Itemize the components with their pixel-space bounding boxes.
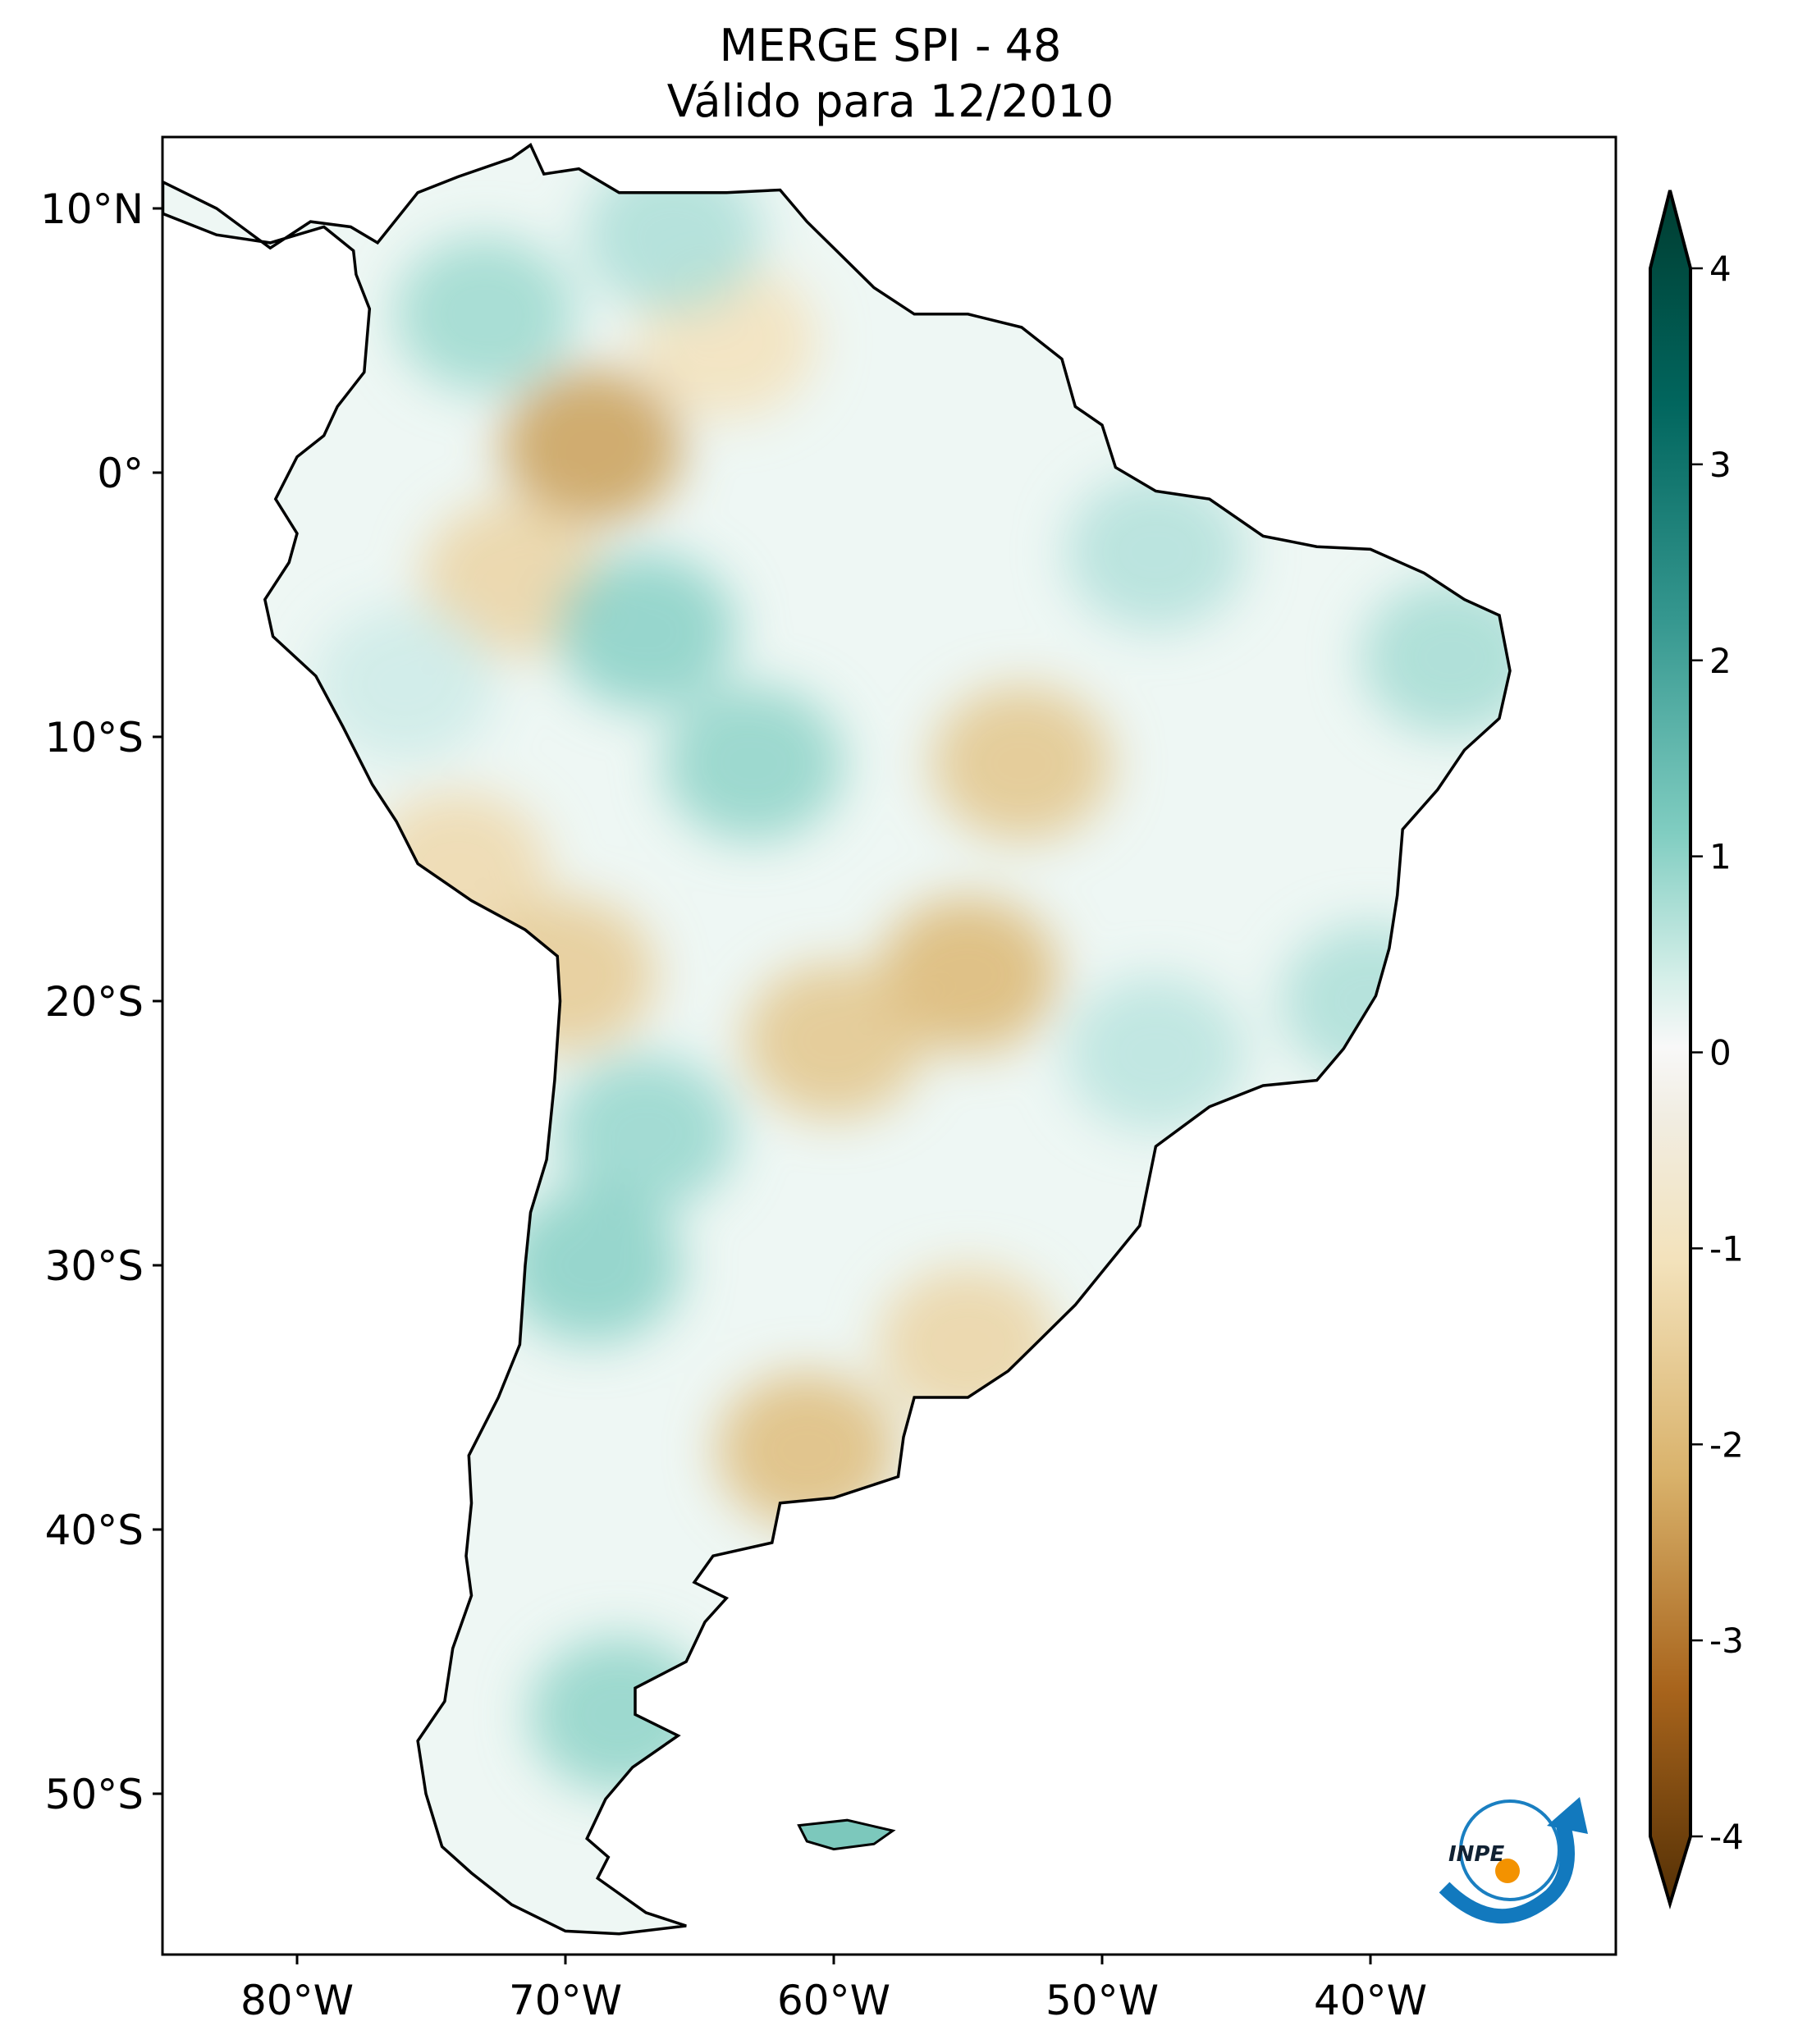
spi-anomaly-patch xyxy=(501,1187,683,1343)
spi-anomaly-patch xyxy=(501,368,683,524)
spi-anomaly-patch xyxy=(556,553,737,710)
spi-anomaly-patch xyxy=(877,896,1059,1053)
inpe-logo: INPE xyxy=(1439,1797,1588,1924)
x-tick-label: 60°W xyxy=(777,1977,890,2024)
colorbar-tick-label: -1 xyxy=(1709,1228,1744,1269)
y-tick-label: 40°S xyxy=(45,1507,144,1554)
spi-anomaly-patch xyxy=(716,1372,898,1529)
x-tick-label: 50°W xyxy=(1045,1977,1159,2024)
spi-anomaly-patch xyxy=(528,1636,710,1793)
spi-anomaly-patch xyxy=(877,1266,1059,1423)
spi-field xyxy=(162,144,1510,1934)
x-axis: 80°W 70°W 60°W 50°W 40°W xyxy=(240,1955,1427,2024)
y-tick-label: 0° xyxy=(97,450,144,497)
colorbar-tick-label: -3 xyxy=(1709,1621,1744,1661)
spi-anomaly-patch xyxy=(475,896,656,1053)
colorbar-tick-label: -2 xyxy=(1709,1424,1744,1465)
x-tick-label: 70°W xyxy=(509,1977,622,2024)
x-tick-label: 40°W xyxy=(1314,1977,1427,2024)
colorbar: 4 3 2 1 0 -1 -2 -3 -4 xyxy=(1649,190,1744,1909)
plot-area xyxy=(162,143,1512,1936)
coastline xyxy=(162,143,1512,1936)
colorbar-tick-label: -4 xyxy=(1709,1817,1744,1857)
colorbar-tick-label: 1 xyxy=(1709,837,1732,877)
spi-anomaly-patch xyxy=(313,606,495,762)
spi-anomaly-patch xyxy=(931,685,1112,842)
y-tick-label: 10°S xyxy=(45,714,144,761)
spi-anomaly-patch xyxy=(582,157,763,313)
spi-anomaly-patch xyxy=(743,963,924,1119)
spi-anomaly-patch xyxy=(1280,923,1461,1079)
y-tick-label: 50°S xyxy=(45,1771,144,1818)
logo-text: INPE xyxy=(1448,1842,1504,1867)
colorbar-tick-label: 4 xyxy=(1709,249,1732,289)
colorbar-bar xyxy=(1649,190,1692,1909)
colorbar-tick-label: 0 xyxy=(1709,1033,1732,1073)
logo-swoosh xyxy=(1439,1823,1575,1924)
spi-anomaly-patch xyxy=(421,500,602,656)
falklands xyxy=(797,1818,896,1851)
plot-frame xyxy=(161,135,1617,1956)
y-tick-label: 30°S xyxy=(45,1242,144,1290)
spi-anomaly-patch xyxy=(556,1055,737,1211)
chart-title: MERGE SPI - 48 Válido para 12/2010 xyxy=(0,18,1781,130)
spi-anomaly-patch xyxy=(662,685,844,842)
y-axis: 10°N 0° 10°S 20°S 30°S 40°S 50°S xyxy=(40,185,162,1818)
spi-anomaly-patch xyxy=(1065,976,1247,1132)
title-line-2: Válido para 12/2010 xyxy=(666,75,1114,127)
logo-sun xyxy=(1495,1859,1520,1883)
colorbar-tick-label: 2 xyxy=(1709,641,1732,681)
y-tick-label: 10°N xyxy=(40,185,144,233)
logo-arrow-icon xyxy=(1547,1797,1588,1834)
spi-anomaly-patch xyxy=(1361,579,1510,736)
y-tick-label: 20°S xyxy=(45,978,144,1026)
x-tick-label: 80°W xyxy=(240,1977,354,2024)
spi-anomaly-patch xyxy=(394,235,575,392)
title-line-1: MERGE SPI - 48 xyxy=(719,20,1062,71)
spi-anomaly-patch xyxy=(1065,473,1247,630)
logo-orbit xyxy=(1459,1799,1561,1901)
colorbar-tick-label: 3 xyxy=(1709,445,1732,485)
